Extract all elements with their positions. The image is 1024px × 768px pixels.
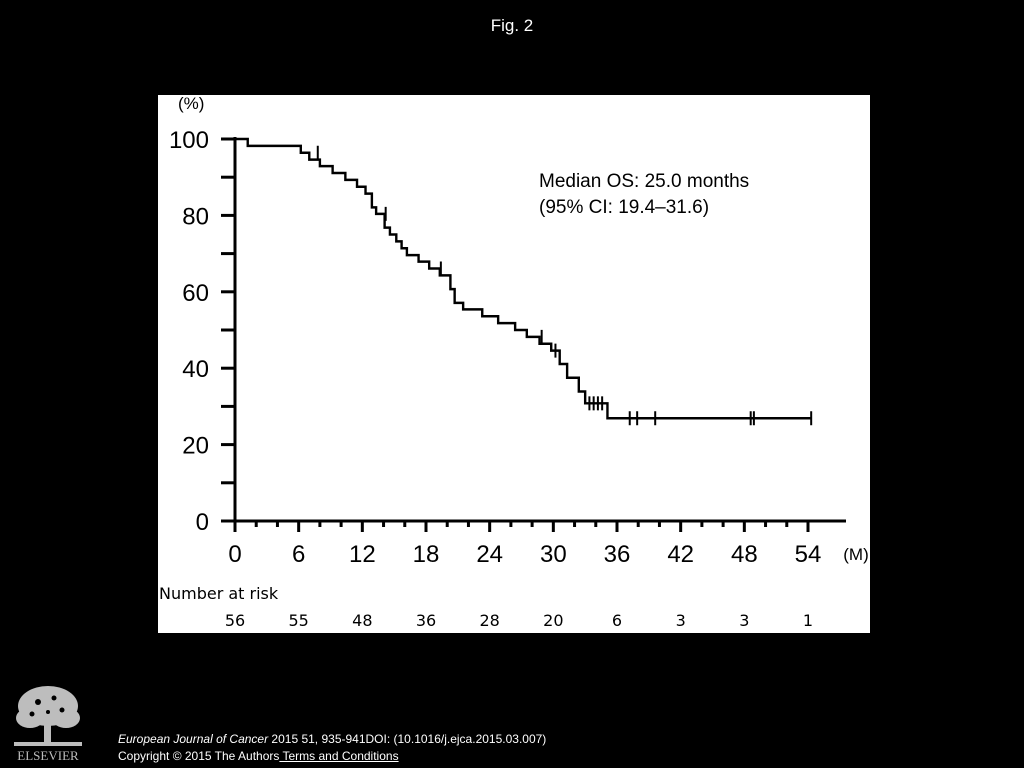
x-tick-label: 0: [228, 541, 241, 568]
copyright: Copyright © 2015 The Authors: [118, 749, 280, 763]
copyright-line: Copyright © 2015 The Authors Terms and C…: [118, 748, 546, 765]
x-tick-label: 18: [413, 541, 440, 568]
x-axis-label: (M): [843, 545, 868, 564]
chart-panel: 0 6 12 18 24 30 36 42 48 54 (M) 0 20 40 60 80 100 (%) Medi…: [158, 95, 870, 633]
y-tick-label: 40: [182, 356, 209, 383]
risk-count: 6: [612, 611, 622, 630]
citation-line: European Journal of Cancer 2015 51, 935-…: [118, 731, 546, 748]
journal-name: European Journal of Cancer: [118, 732, 269, 746]
risk-count: 48: [352, 611, 372, 630]
y-tick-label: 80: [182, 203, 209, 230]
risk-count: 55: [288, 611, 308, 630]
figure-title: Fig. 2: [490, 16, 534, 35]
risk-count: 56: [225, 611, 245, 630]
risk-count: 1: [803, 611, 813, 630]
y-tick-label: 0: [196, 509, 209, 536]
y-tick-label: 60: [182, 280, 209, 307]
risk-count: 3: [739, 611, 749, 630]
x-tick-label: 48: [731, 541, 758, 568]
elsevier-logo: ELSEVIER: [10, 680, 86, 764]
annotation-text: (95% CI: 19.4–31.6): [539, 197, 709, 218]
terms-link[interactable]: Terms and Conditions: [279, 749, 399, 763]
y-axis-label: (%): [178, 95, 204, 113]
risk-count: 36: [416, 611, 436, 630]
y-tick-label: 20: [182, 433, 209, 460]
x-tick-label: 36: [604, 541, 631, 568]
risk-count: 3: [676, 611, 686, 630]
citation: 2015 51, 935-941DOI: (10.1016/j.ejca.201…: [268, 732, 547, 746]
risk-table-label: Number at risk: [159, 584, 279, 603]
footer: European Journal of Cancer 2015 51, 935-…: [118, 731, 546, 765]
risk-count: 20: [543, 611, 563, 630]
x-tick-label: 12: [349, 541, 376, 568]
x-tick-label: 42: [667, 541, 694, 568]
risk-count: 28: [479, 611, 499, 630]
y-tick-label: 100: [169, 127, 209, 154]
annotation-text: Median OS: 25.0 months: [539, 171, 749, 192]
x-tick-label: 30: [540, 541, 567, 568]
survival-curve: [235, 137, 812, 420]
x-tick-label: 54: [795, 541, 822, 568]
km-chart: 0 6 12 18 24 30 36 42 48 54 (M)020406080100(%)Medi…: [159, 95, 869, 630]
logo-wordmark: ELSEVIER: [17, 748, 79, 763]
x-tick-label: 24: [476, 541, 503, 568]
x-tick-label: 6: [292, 541, 305, 568]
